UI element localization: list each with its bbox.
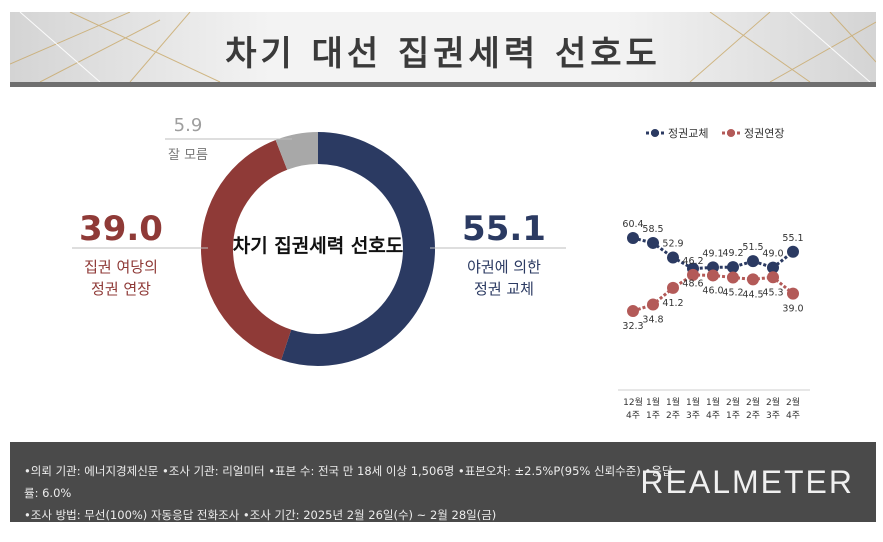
series-0-point-8 bbox=[787, 245, 799, 258]
series-0-label-8: 55.1 bbox=[782, 233, 803, 244]
series-1-point-3 bbox=[687, 268, 699, 281]
x-tick-month-1: 1월 bbox=[646, 396, 660, 408]
x-tick-month-6: 2월 bbox=[746, 396, 760, 408]
series-1-point-7 bbox=[767, 271, 779, 284]
series-1-point-4 bbox=[707, 269, 719, 282]
legend-item-extension: 정권연장 bbox=[722, 127, 784, 140]
series-1-point-5 bbox=[727, 271, 739, 284]
series-1-label-2: 41.2 bbox=[662, 298, 683, 309]
series-1-point-2 bbox=[667, 281, 679, 294]
series-0-point-0 bbox=[627, 232, 639, 244]
survey-notes-line2: •조사 방법: 무선(100%) 자동응답 전화조사 •조사 기간: 2025년… bbox=[24, 508, 497, 522]
series-0-label-0: 60.4 bbox=[622, 219, 643, 230]
x-tick-month-5: 2월 bbox=[726, 396, 740, 408]
legend-label-extension: 정권연장 bbox=[744, 127, 784, 140]
unknown-value: 5.9 bbox=[174, 115, 203, 136]
x-tick-week-4: 4주 bbox=[706, 410, 720, 421]
series-0-label-4: 49.1 bbox=[702, 248, 723, 259]
x-tick-month-8: 2월 bbox=[786, 396, 800, 408]
series-1-point-1 bbox=[647, 298, 659, 311]
line-chart: 60.458.5 52.9 48.6 49.149.251.549.0 55.1 32.3… bbox=[622, 219, 803, 332]
series-0-label-6: 51.5 bbox=[742, 242, 763, 253]
series-1-point-0 bbox=[627, 305, 639, 318]
x-tick-week-1: 1주 bbox=[646, 410, 660, 421]
series-1-point-6 bbox=[747, 273, 759, 286]
x-tick-month-7: 2월 bbox=[766, 396, 780, 408]
x-tick-week-7: 3주 bbox=[766, 410, 780, 421]
series-0-label-7: 49.0 bbox=[762, 249, 783, 260]
series-1-label-6: 44.5 bbox=[742, 289, 763, 300]
series-0-point-5 bbox=[727, 261, 739, 274]
donut-segment-0 bbox=[281, 132, 435, 366]
series-0-point-6 bbox=[747, 255, 759, 268]
x-axis-ticks: 12월 4주 1월 1주 1월 2주 1월 3주 1월 4주 2월 1주 2월 2주 2월 3주 2월 4주 bbox=[623, 396, 800, 421]
series-0-point-7 bbox=[767, 261, 779, 274]
series-1-label-1: 34.8 bbox=[642, 315, 663, 326]
extension-label-line1: 집권 여당의 bbox=[84, 258, 158, 276]
extension-label-line2: 정권 연장 bbox=[91, 280, 151, 298]
series-0-label-5: 49.2 bbox=[722, 248, 743, 259]
x-tick-month-4: 1월 bbox=[706, 396, 720, 408]
series-0-point-1 bbox=[647, 236, 659, 249]
series-1-label-0: 32.3 bbox=[622, 321, 643, 332]
line-legend: 정권교체 정권연장 bbox=[646, 127, 784, 140]
change-label-line2: 정권 교체 bbox=[474, 280, 534, 298]
series-1-point-8 bbox=[787, 287, 799, 300]
series-1-label-3: 46.2 bbox=[682, 256, 703, 267]
donut-center-label: 차기 집권세력 선호도 bbox=[233, 235, 404, 257]
x-tick-week-5: 1주 bbox=[726, 410, 740, 421]
legend-label-change: 정권교체 bbox=[668, 127, 708, 140]
page-title: 차기 대선 집권세력 선호도 bbox=[225, 34, 661, 74]
donut-segment-2 bbox=[275, 132, 319, 170]
x-tick-month-2: 1월 bbox=[666, 396, 680, 408]
chart-area: 차기 집권세력 선호도 5.9 잘 모름 39.0 집권 여당의 정권 연장 5… bbox=[72, 115, 810, 421]
donut-segment-1 bbox=[201, 139, 292, 361]
series-0-label-1: 58.5 bbox=[642, 224, 663, 235]
header-decoration bbox=[10, 12, 876, 82]
survey-notes: •의뢰 기관: 에너지경제신문 •조사 기관: 리얼미터 •표본 수: 전국 만… bbox=[24, 460, 684, 526]
series-1-label-4: 46.0 bbox=[702, 285, 723, 296]
change-label-line1: 야권에 의한 bbox=[467, 258, 541, 276]
survey-notes-line1: •의뢰 기관: 에너지경제신문 •조사 기관: 리얼미터 •표본 수: 전국 만… bbox=[24, 464, 673, 500]
unknown-label: 잘 모름 bbox=[168, 148, 208, 163]
series-1-label-5: 45.2 bbox=[722, 288, 743, 299]
legend-item-change: 정권교체 bbox=[646, 127, 708, 140]
series-0-label-2: 52.9 bbox=[662, 239, 683, 250]
donut-chart bbox=[201, 132, 435, 366]
header-underline bbox=[10, 82, 876, 87]
change-value: 55.1 bbox=[462, 209, 546, 249]
series-0-label-3: 48.6 bbox=[682, 279, 703, 290]
extension-value: 39.0 bbox=[79, 209, 163, 249]
header-banner: 차기 대선 집권세력 선호도 bbox=[10, 12, 876, 82]
x-tick-week-8: 4주 bbox=[786, 410, 800, 421]
donut-annotations: 5.9 잘 모름 39.0 집권 여당의 정권 연장 55.1 야권에 의한 정… bbox=[72, 115, 566, 298]
x-tick-week-3: 3주 bbox=[686, 410, 700, 421]
x-tick-week-6: 2주 bbox=[746, 410, 760, 421]
series-1-label-7: 45.3 bbox=[762, 287, 783, 298]
x-tick-week-0: 4주 bbox=[626, 410, 640, 421]
x-tick-week-2: 2주 bbox=[666, 410, 680, 421]
series-0-point-2 bbox=[667, 251, 679, 264]
footer: •의뢰 기관: 에너지경제신문 •조사 기관: 리얼미터 •표본 수: 전국 만… bbox=[10, 442, 876, 522]
x-tick-month-0: 12월 bbox=[623, 396, 643, 408]
brand-logo: REALMETER bbox=[640, 464, 854, 500]
series-1-label-8: 39.0 bbox=[782, 304, 803, 315]
x-tick-month-3: 1월 bbox=[686, 396, 700, 408]
